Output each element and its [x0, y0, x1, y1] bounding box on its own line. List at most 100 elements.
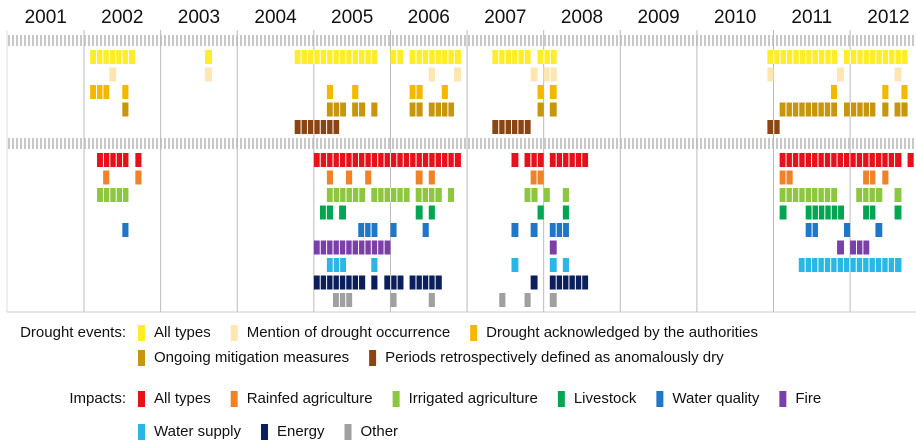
period-bar	[543, 188, 550, 202]
legend-swatch	[138, 391, 145, 407]
period-bar	[97, 153, 129, 167]
period-bar	[549, 293, 557, 307]
period-bar	[294, 120, 340, 134]
legend-swatch	[138, 325, 145, 341]
period-bar	[511, 153, 519, 167]
x-tick-label: 2005	[331, 7, 373, 28]
period-bar	[90, 50, 136, 64]
period-bar	[549, 258, 557, 272]
period-bar	[530, 275, 538, 290]
legend-swatch	[138, 350, 145, 366]
legend-swatch	[138, 424, 145, 440]
period-bar	[894, 205, 902, 220]
period-bar	[441, 85, 448, 99]
period-bar	[447, 188, 455, 202]
period-bar	[894, 67, 902, 82]
period-bar	[537, 205, 544, 220]
period-bar	[882, 85, 889, 99]
period-bar	[371, 275, 378, 290]
period-bar	[97, 188, 129, 202]
period-bar	[415, 205, 423, 220]
period-bar	[313, 153, 461, 167]
x-tick-label: 2008	[561, 7, 603, 28]
period-bar	[499, 293, 506, 307]
legend-label: Drought acknowledged by the authorities	[486, 324, 758, 341]
period-bar	[326, 170, 333, 185]
period-bar	[901, 85, 908, 99]
x-tick-label: 2009	[637, 7, 679, 28]
legend-label: All types	[154, 324, 211, 341]
x-tick-label: 2003	[178, 7, 220, 28]
x-tick-label: 2010	[714, 7, 756, 28]
period-bar	[767, 50, 838, 64]
period-bar	[779, 188, 838, 202]
period-bar	[537, 102, 544, 117]
legend-group-title: Impacts:	[69, 390, 126, 407]
period-bar	[346, 170, 353, 185]
period-bar	[358, 223, 378, 237]
period-bar	[830, 85, 838, 99]
separator	[7, 35, 916, 46]
period-bar	[428, 293, 435, 307]
period-bar	[850, 240, 870, 255]
x-tick-label: 2001	[25, 7, 67, 28]
legend-label: Periods retrospectively defined as anoma…	[385, 349, 724, 366]
legend-swatch	[230, 391, 238, 407]
period-bar	[409, 275, 442, 290]
legend-swatch	[557, 391, 565, 407]
period-bar	[843, 223, 851, 237]
period-bar	[562, 258, 569, 272]
period-bar	[524, 293, 531, 307]
legend-swatch	[260, 424, 268, 440]
period-bar	[365, 170, 372, 185]
period-bar	[875, 223, 883, 237]
period-bar	[779, 153, 902, 167]
period-bar	[549, 223, 569, 237]
legend-label: Mention of drought occurrence	[247, 324, 450, 341]
legend-swatch	[344, 424, 352, 440]
period-bar	[122, 85, 129, 99]
period-bar	[103, 170, 110, 185]
period-bar	[428, 170, 435, 185]
separator	[7, 138, 916, 149]
period-bar	[352, 85, 359, 99]
legend-swatch	[470, 325, 478, 341]
period-bar	[907, 153, 914, 167]
period-bar	[422, 223, 429, 237]
legend-swatch	[779, 391, 787, 407]
x-tick-label: 2011	[791, 7, 832, 28]
legend-label: Ongoing mitigation measures	[154, 349, 349, 366]
period-bar	[511, 223, 519, 237]
period-bar	[530, 223, 538, 237]
period-bar	[428, 67, 435, 82]
period-bar	[779, 205, 787, 220]
period-bar	[415, 170, 423, 185]
period-bar	[109, 67, 117, 82]
period-bar	[894, 188, 902, 202]
period-bar	[549, 85, 557, 99]
legend-label: Energy	[277, 423, 325, 440]
legend-swatch	[392, 391, 400, 407]
legend-label: Livestock	[574, 390, 637, 407]
period-bar	[537, 85, 544, 99]
period-bar	[294, 50, 378, 64]
period-bar	[767, 67, 774, 82]
period-bar	[562, 188, 569, 202]
legend-label: Irrigated agriculture	[409, 390, 538, 407]
period-bar	[511, 258, 519, 272]
legend-label: Rainfed agriculture	[247, 390, 373, 407]
period-bar	[837, 240, 844, 255]
period-bar	[530, 67, 538, 82]
x-tick-label: 2002	[101, 7, 143, 28]
period-bar	[549, 240, 557, 255]
x-tick-label: 2004	[254, 7, 297, 28]
x-tick-label: 2006	[408, 7, 450, 28]
legend-label: Fire	[795, 390, 821, 407]
period-bar	[549, 102, 557, 117]
period-bar	[562, 205, 569, 220]
period-bar	[326, 102, 347, 117]
x-tick-label: 2007	[484, 7, 526, 28]
legend-label: All types	[154, 390, 211, 407]
period-bar	[537, 50, 557, 64]
